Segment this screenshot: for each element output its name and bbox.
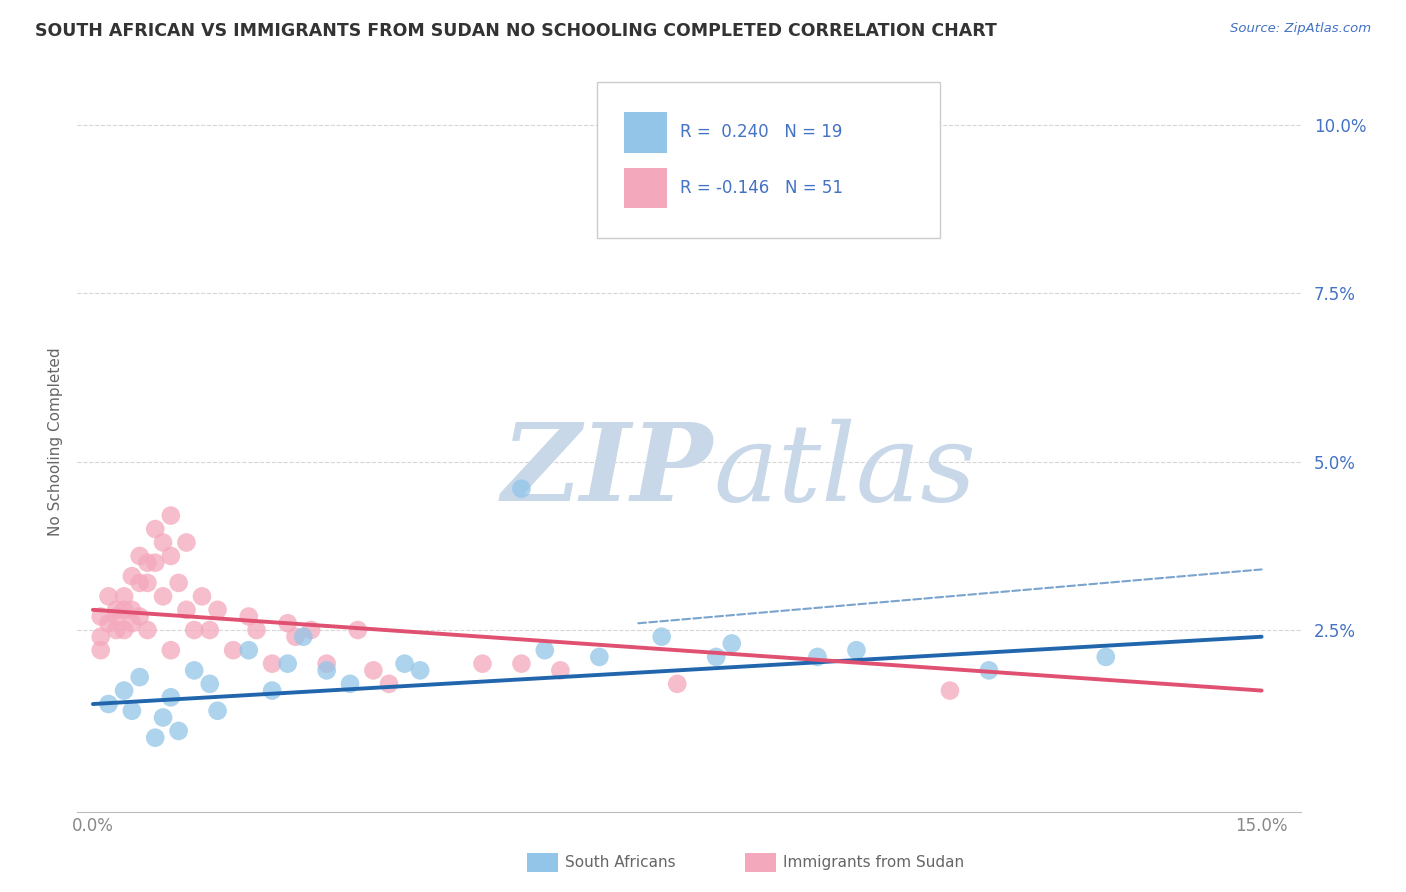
Text: Immigrants from Sudan: Immigrants from Sudan: [783, 855, 965, 870]
Point: [121, 704, 143, 718]
Point: [510, 657, 533, 671]
Point: [378, 677, 401, 691]
Point: [167, 723, 190, 738]
Point: [409, 664, 432, 678]
Point: [1094, 649, 1116, 664]
Point: [183, 664, 205, 678]
Point: [159, 508, 181, 523]
Point: [159, 690, 181, 705]
Point: [315, 657, 337, 671]
Point: [143, 731, 166, 745]
Point: [471, 657, 494, 671]
Text: Source: ZipAtlas.com: Source: ZipAtlas.com: [1230, 22, 1371, 36]
Point: [651, 630, 673, 644]
Point: [90, 609, 112, 624]
Point: [128, 575, 150, 590]
Point: [363, 664, 385, 678]
Point: [128, 609, 150, 624]
Point: [394, 657, 416, 671]
Point: [97, 697, 120, 711]
Point: [97, 616, 120, 631]
Point: [183, 623, 205, 637]
Point: [152, 710, 174, 724]
Point: [112, 623, 135, 637]
Point: [666, 677, 689, 691]
Point: [860, 152, 883, 166]
Point: [176, 535, 198, 549]
Point: [97, 590, 120, 604]
Point: [198, 677, 221, 691]
Point: [588, 649, 610, 664]
Point: [90, 630, 112, 644]
Point: [159, 643, 181, 657]
Point: [121, 603, 143, 617]
Point: [262, 657, 284, 671]
Bar: [624, 112, 666, 153]
Point: [284, 630, 307, 644]
Point: [550, 664, 572, 678]
Point: [198, 623, 221, 637]
FancyBboxPatch shape: [598, 82, 939, 238]
Point: [191, 590, 214, 604]
Point: [510, 482, 533, 496]
Point: [176, 603, 198, 617]
Point: [939, 683, 962, 698]
Point: [136, 556, 159, 570]
Point: [238, 609, 260, 624]
Point: [720, 636, 742, 650]
Point: [152, 590, 174, 604]
Point: [704, 649, 727, 664]
Point: [806, 649, 828, 664]
Point: [128, 670, 150, 684]
Point: [112, 603, 135, 617]
Point: [105, 623, 128, 637]
Point: [277, 657, 299, 671]
Point: [167, 575, 190, 590]
Text: R = -0.146   N = 51: R = -0.146 N = 51: [681, 178, 844, 196]
Point: [136, 623, 159, 637]
Point: [105, 603, 128, 617]
Point: [299, 623, 322, 637]
Point: [207, 603, 229, 617]
Text: ZIP: ZIP: [502, 418, 713, 524]
Point: [207, 704, 229, 718]
Text: atlas: atlas: [713, 418, 976, 524]
Point: [977, 664, 1000, 678]
Point: [346, 623, 368, 637]
Text: SOUTH AFRICAN VS IMMIGRANTS FROM SUDAN NO SCHOOLING COMPLETED CORRELATION CHART: SOUTH AFRICAN VS IMMIGRANTS FROM SUDAN N…: [35, 22, 997, 40]
Point: [143, 556, 166, 570]
Point: [152, 535, 174, 549]
Point: [112, 683, 135, 698]
Y-axis label: No Schooling Completed: No Schooling Completed: [48, 347, 63, 536]
Point: [245, 623, 267, 637]
Point: [136, 575, 159, 590]
Point: [238, 643, 260, 657]
Point: [533, 643, 555, 657]
Point: [292, 630, 315, 644]
Point: [121, 569, 143, 583]
Point: [105, 609, 128, 624]
Text: R =  0.240   N = 19: R = 0.240 N = 19: [681, 123, 842, 141]
Point: [90, 643, 112, 657]
Point: [277, 616, 299, 631]
Point: [262, 683, 284, 698]
Point: [845, 643, 868, 657]
Point: [112, 590, 135, 604]
Point: [128, 549, 150, 563]
Point: [159, 549, 181, 563]
Point: [339, 677, 361, 691]
Point: [222, 643, 245, 657]
Bar: [624, 168, 666, 209]
Point: [121, 616, 143, 631]
Text: South Africans: South Africans: [565, 855, 676, 870]
Point: [143, 522, 166, 536]
Point: [315, 664, 337, 678]
